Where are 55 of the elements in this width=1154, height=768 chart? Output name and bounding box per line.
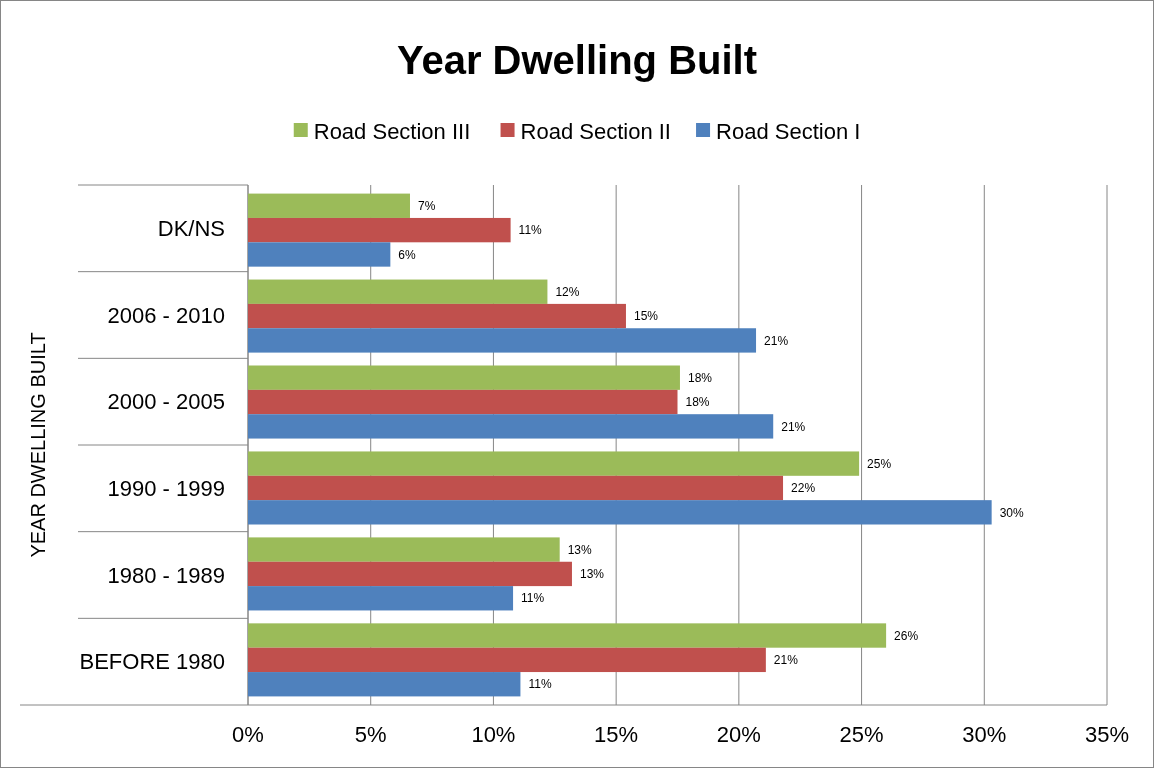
bar <box>248 217 511 243</box>
bar <box>248 193 410 218</box>
bar <box>248 279 548 304</box>
data-label: 6% <box>398 247 417 262</box>
data-label: 11% <box>528 677 552 692</box>
legend-label: Road Section III <box>313 118 471 144</box>
bar <box>248 414 774 439</box>
bar <box>248 647 766 673</box>
chart-title: Year Dwelling Built <box>396 38 758 82</box>
data-label: 18% <box>687 370 713 385</box>
bar <box>248 328 757 353</box>
data-label: 22% <box>791 481 816 496</box>
y-axis-title: YEAR DWELLING BUILT <box>27 332 49 558</box>
data-label: 30% <box>999 505 1024 520</box>
data-label: 13% <box>579 567 605 582</box>
bar <box>248 451 860 476</box>
x-tick-label: 20% <box>716 722 761 747</box>
data-label: 21% <box>781 419 806 434</box>
x-tick-label: 10% <box>471 722 516 747</box>
y-tick-label: 2000 - 2005 <box>107 389 225 415</box>
y-tick-label: DK/NS <box>157 216 225 242</box>
bar <box>248 365 680 390</box>
bar <box>248 623 887 648</box>
bar <box>248 537 560 562</box>
bar <box>248 303 626 329</box>
y-tick-label: 1980 - 1989 <box>107 562 225 588</box>
data-label: 12% <box>555 284 580 299</box>
x-tick-label: 0% <box>232 722 264 747</box>
data-label: 26% <box>894 628 919 643</box>
x-tick-label: 15% <box>594 722 639 747</box>
data-label: 11% <box>518 223 543 238</box>
data-label: 13% <box>567 542 593 557</box>
bar <box>248 389 678 415</box>
x-tick-label: 5% <box>354 722 387 747</box>
y-tick-label: 1990 - 1999 <box>107 476 225 502</box>
x-tick-label: 35% <box>1084 722 1130 747</box>
bar <box>248 475 784 501</box>
x-tick-label: 25% <box>839 722 884 747</box>
data-label: 7% <box>417 198 436 213</box>
data-label: 21% <box>764 333 789 348</box>
bar <box>248 242 391 267</box>
data-label: 25% <box>867 456 892 471</box>
x-tick-label: 30% <box>962 722 1007 747</box>
data-label: 21% <box>773 653 799 668</box>
legend-label: Road Section I <box>716 118 861 144</box>
data-label: 11% <box>521 591 545 606</box>
y-tick-label: 2006 - 2010 <box>107 302 225 328</box>
y-tick-label: BEFORE 1980 <box>79 649 225 675</box>
legend-label: Road Section II <box>520 118 671 144</box>
bar <box>248 586 514 611</box>
data-label: 15% <box>633 309 659 324</box>
bar <box>248 561 572 587</box>
data-label: 18% <box>685 395 710 410</box>
bar <box>248 672 521 697</box>
bar <box>248 500 992 525</box>
